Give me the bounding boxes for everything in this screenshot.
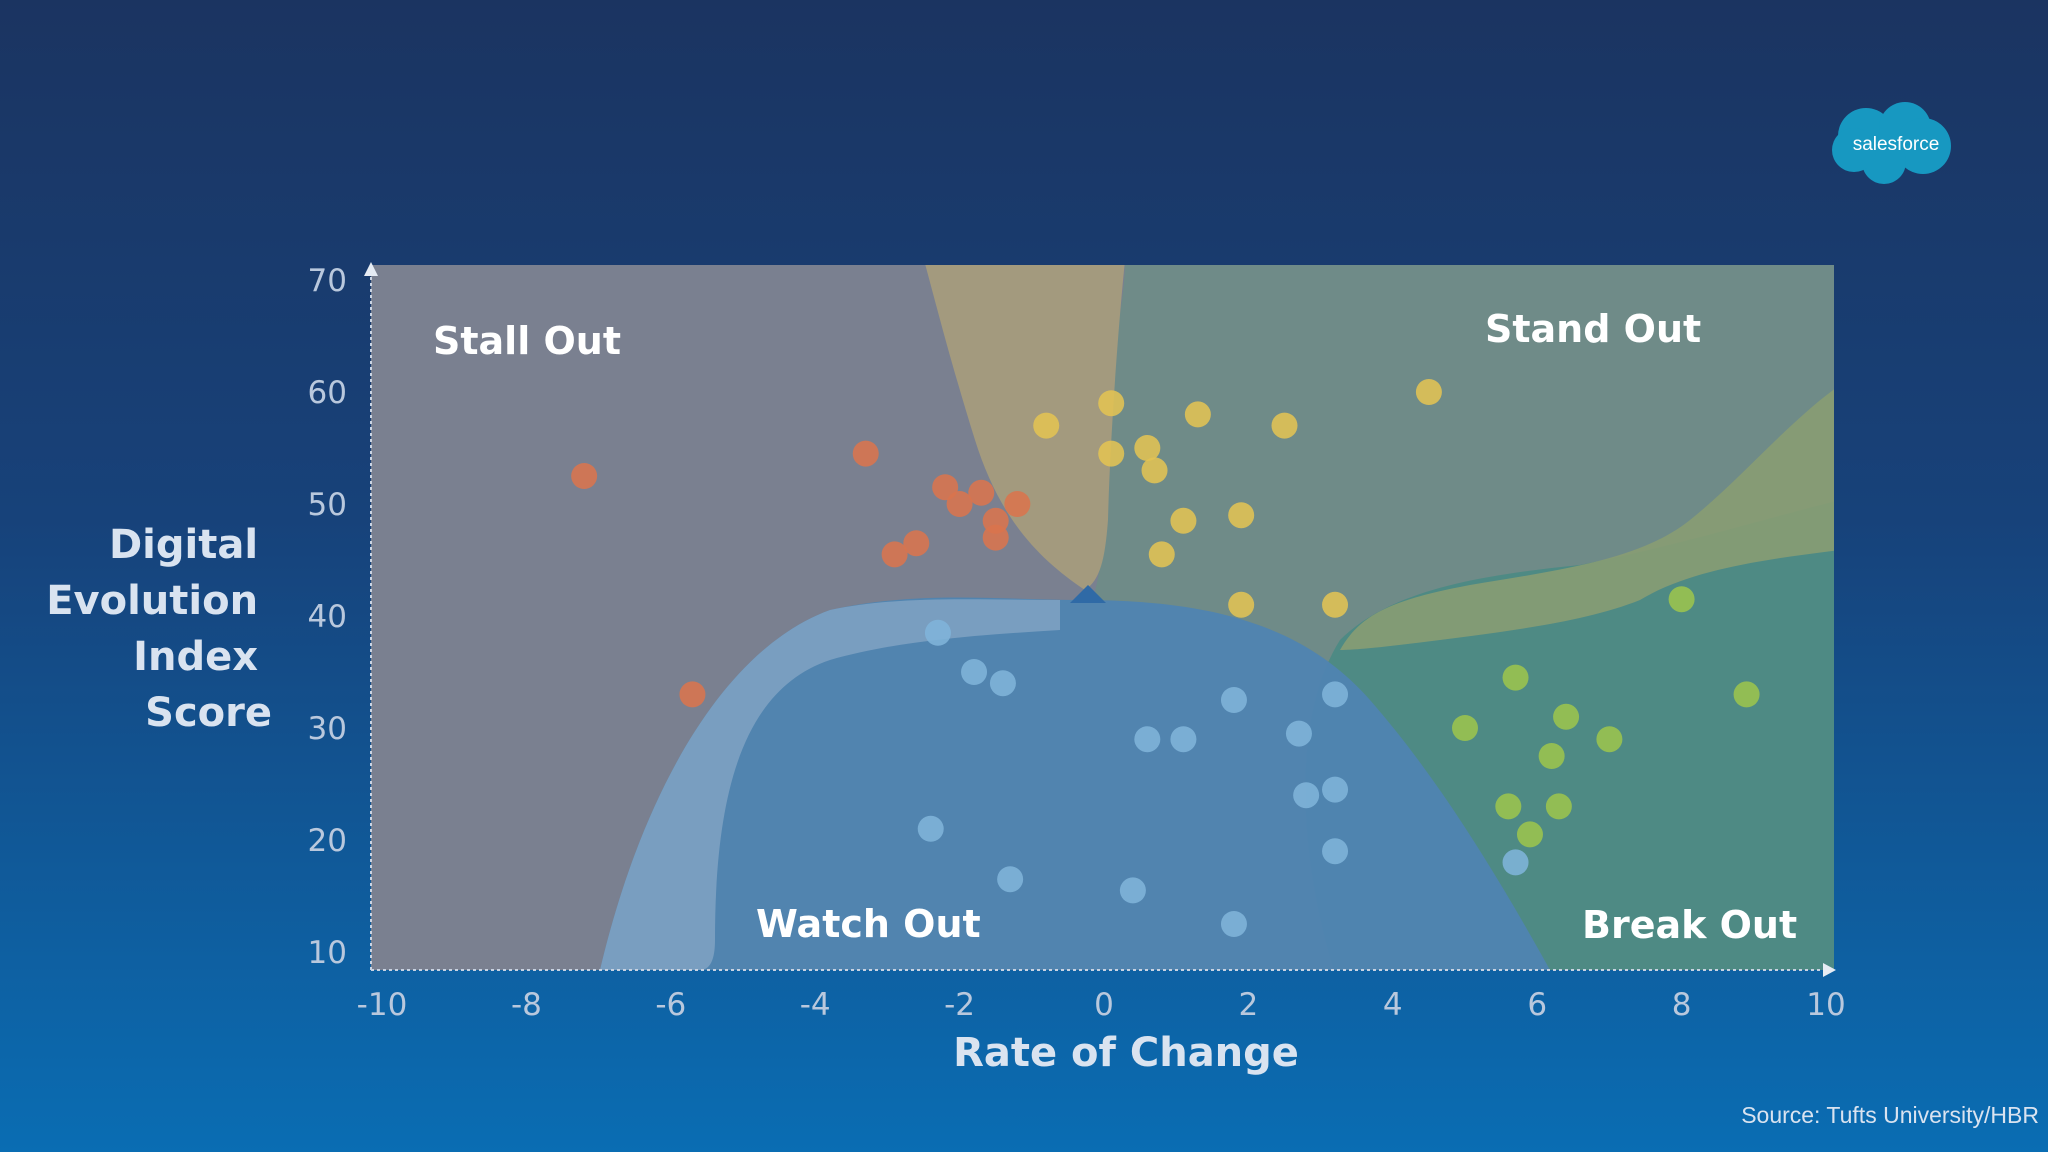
watch-out-point <box>1293 782 1320 809</box>
x-tick-label: 2 <box>1239 987 1259 1023</box>
stand-out-point <box>1098 440 1125 467</box>
stand-out-point <box>1033 412 1060 439</box>
stand-out-point <box>1228 502 1255 529</box>
stand-out-point <box>1184 401 1211 428</box>
watch-out-point <box>1322 776 1349 803</box>
source-caption: Source: Tufts University/HBR <box>1741 1102 2039 1128</box>
stand-out-point <box>1228 591 1255 618</box>
x-tick-label: 0 <box>1094 987 1114 1023</box>
watch-out-point <box>1322 838 1349 865</box>
quadrant-label-watch-out: Watch Out <box>756 902 981 946</box>
y-tick-labels: 10 20 30 40 50 60 70 <box>308 263 347 971</box>
x-tick-label: 8 <box>1672 987 1692 1023</box>
y-axis-title: Digital Evolution Index Score <box>46 522 272 736</box>
stall-out-point <box>903 530 930 557</box>
center-notch <box>1070 585 1106 603</box>
overlap-band <box>1340 389 1834 650</box>
break-out-point <box>1502 664 1529 691</box>
y-tick-label: 50 <box>308 487 347 523</box>
salesforce-logo: salesforce <box>1832 102 1951 184</box>
x-tick-label: 10 <box>1806 987 1845 1023</box>
y-tick-label: 30 <box>308 711 347 747</box>
stall-out-point <box>881 541 908 568</box>
watch-out-point <box>1170 726 1197 753</box>
watch-out-point <box>1119 877 1146 904</box>
stall-out-point <box>946 491 973 517</box>
x-tick-label: -4 <box>800 987 831 1023</box>
logo-text: salesforce <box>1853 134 1940 155</box>
break-out-point <box>1452 715 1478 741</box>
stand-out-point <box>1415 379 1442 405</box>
x-tick-label: -6 <box>655 987 686 1023</box>
x-axis-title: Rate of Change <box>953 1030 1299 1076</box>
x-tick-label: 6 <box>1527 987 1547 1023</box>
break-out-point <box>1553 703 1580 730</box>
watch-out-point <box>997 866 1024 893</box>
watch-out-point <box>989 670 1016 697</box>
quadrant-label-break-out: Break Out <box>1582 903 1797 947</box>
watch-out-edge <box>600 599 1060 970</box>
watch-out-point <box>961 659 988 685</box>
stall-out-point <box>679 681 706 708</box>
y-axis-title-line-1: Digital <box>109 522 258 568</box>
watch-out-point <box>924 619 951 646</box>
y-axis-title-line-2: Evolution <box>46 578 258 624</box>
x-tick-label: -8 <box>511 987 542 1023</box>
break-out-point <box>1733 681 1760 708</box>
watch-out-point <box>1285 720 1312 747</box>
y-tick-label: 20 <box>308 823 347 859</box>
stand-out-point <box>1271 412 1298 439</box>
stall-out-point <box>932 474 959 501</box>
stall-out-point <box>1004 491 1031 517</box>
break-out-point <box>1495 793 1522 820</box>
break-out-point <box>1668 586 1695 613</box>
y-axis-title-line-3: Index <box>133 634 258 680</box>
x-tick-label: -2 <box>944 987 975 1023</box>
break-out-point <box>1538 743 1565 769</box>
break-out-point <box>1596 726 1623 753</box>
watch-out-region <box>600 597 1550 970</box>
watch-out-point <box>1220 687 1247 713</box>
stand-out-point <box>1322 591 1349 618</box>
y-axis-title-line-4: Score <box>145 690 272 736</box>
stall-out-point <box>571 463 598 489</box>
cloud-icon <box>1832 102 1951 184</box>
stall-out-point <box>968 479 995 506</box>
watch-out-point <box>1322 681 1349 708</box>
stand-out-point <box>1141 457 1168 484</box>
y-tick-label: 40 <box>308 599 347 635</box>
watch-out-point <box>1220 911 1247 937</box>
x-tick-label: 4 <box>1383 987 1403 1023</box>
x-tick-labels: -10 -8 -6 -4 -2 0 2 4 6 8 10 <box>357 987 1846 1023</box>
y-tick-label: 60 <box>308 375 347 411</box>
watch-out-point <box>1134 726 1161 753</box>
y-tick-label: 70 <box>308 263 347 299</box>
x-tick-label: -10 <box>357 987 408 1023</box>
quadrant-label-stand-out: Stand Out <box>1485 307 1701 351</box>
watch-out-point <box>1502 849 1529 876</box>
watch-out-point <box>917 815 944 842</box>
y-axis-arrow-icon <box>364 262 378 276</box>
break-out-point <box>1516 821 1543 848</box>
quadrant-label-stall-out: Stall Out <box>433 319 621 363</box>
stand-out-point <box>1098 390 1125 417</box>
stand-out-point <box>1170 507 1197 534</box>
stall-out-point <box>982 524 1009 551</box>
data-points <box>571 379 1760 937</box>
tan-wedge <box>925 265 1125 590</box>
x-axis-arrow-icon <box>1823 963 1836 977</box>
y-tick-label: 10 <box>308 935 347 971</box>
stand-out-point <box>1148 541 1175 568</box>
stall-out-point <box>852 440 879 467</box>
break-out-point <box>1545 793 1572 820</box>
stand-out-point <box>1134 435 1161 461</box>
